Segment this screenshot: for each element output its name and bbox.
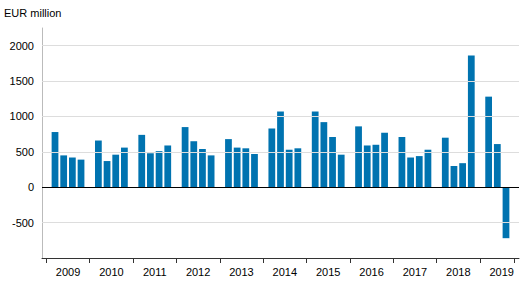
svg-text:2019: 2019 (489, 266, 513, 278)
svg-text:2014: 2014 (273, 266, 297, 278)
svg-text:1500: 1500 (10, 75, 34, 87)
svg-text:2012: 2012 (186, 266, 210, 278)
svg-text:2015: 2015 (316, 266, 340, 278)
svg-text:2009: 2009 (56, 266, 80, 278)
svg-text:2017: 2017 (403, 266, 427, 278)
svg-text:2016: 2016 (359, 266, 383, 278)
svg-text:EUR million: EUR million (4, 7, 61, 19)
svg-text:500: 500 (16, 146, 34, 158)
svg-text:2011: 2011 (143, 266, 167, 278)
svg-text:0: 0 (28, 181, 34, 193)
svg-text:2000: 2000 (10, 40, 34, 52)
svg-text:2013: 2013 (229, 266, 253, 278)
svg-text:1000: 1000 (10, 110, 34, 122)
svg-text:2018: 2018 (446, 266, 470, 278)
svg-text:-500: -500 (12, 217, 34, 229)
svg-text:2010: 2010 (99, 266, 123, 278)
